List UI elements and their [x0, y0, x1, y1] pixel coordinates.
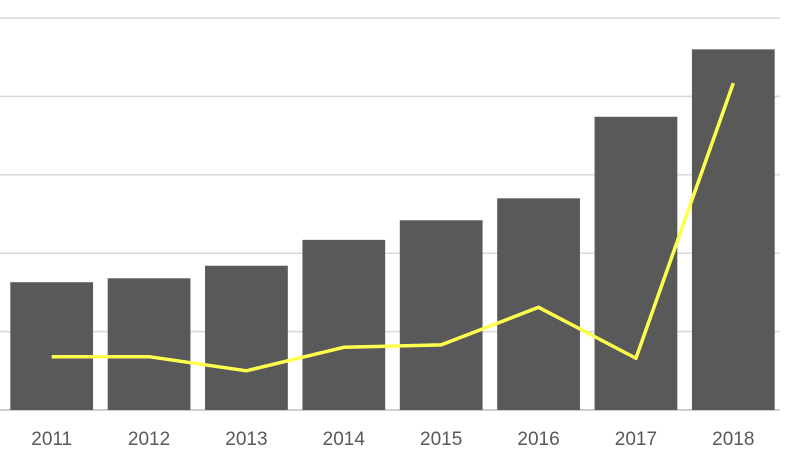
x-tick-label: 2015 — [420, 429, 462, 450]
bar — [302, 239, 386, 410]
x-tick-label: 2012 — [128, 429, 170, 450]
bar — [205, 265, 288, 410]
bar — [10, 282, 94, 410]
x-tick-label: 2018 — [712, 429, 754, 450]
x-tick-label: 2013 — [225, 429, 267, 450]
line — [51, 82, 735, 373]
bar — [594, 116, 678, 410]
x-tick-label: 2016 — [517, 429, 559, 450]
bar — [497, 198, 580, 410]
x-tick-label: 2011 — [31, 429, 72, 450]
x-tick-label: 2017 — [615, 429, 657, 450]
bar — [399, 220, 483, 410]
bar — [107, 278, 191, 410]
bar — [691, 49, 775, 411]
x-tick-label: 2014 — [323, 429, 366, 450]
